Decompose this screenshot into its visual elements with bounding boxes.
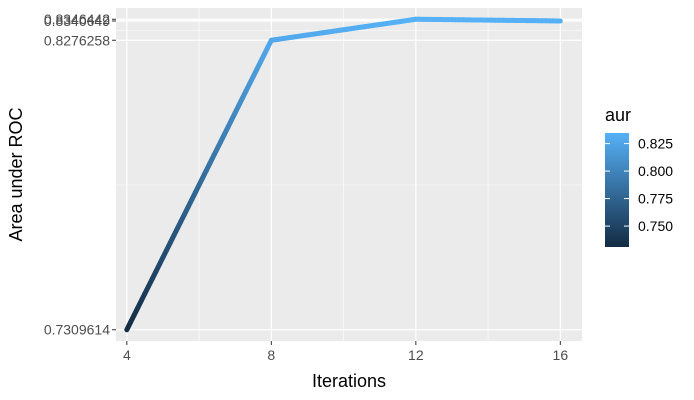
x-tick-label: 4 <box>123 347 131 363</box>
legend-tick-label: 0.750 <box>638 218 673 234</box>
legend-tick-label: 0.775 <box>638 191 673 207</box>
x-axis: 4 8 12 16 <box>123 341 568 363</box>
plot-panel <box>116 8 582 341</box>
x-axis-title: Iterations <box>312 371 386 391</box>
legend-colorbar <box>605 133 629 247</box>
y-tick-label: 0.8346442 <box>44 11 110 27</box>
x-tick-label: 8 <box>267 347 275 363</box>
legend-ticks: 0.750 0.775 0.800 0.825 <box>605 136 673 234</box>
legend: aur 0.750 0.775 0.800 0.825 <box>605 105 673 247</box>
y-axis-title: Area under ROC <box>6 107 26 241</box>
y-tick-label: 0.7309614 <box>44 322 110 338</box>
y-tick-label: 0.8340649 <box>44 13 110 29</box>
legend-tick-label: 0.800 <box>638 163 673 179</box>
legend-tick-label: 0.825 <box>638 136 673 152</box>
x-tick-label: 16 <box>553 347 569 363</box>
legend-title: aur <box>605 105 631 125</box>
y-tick-label: 0.8276258 <box>44 32 110 48</box>
series-line <box>124 16 563 333</box>
x-tick-label: 12 <box>408 347 424 363</box>
